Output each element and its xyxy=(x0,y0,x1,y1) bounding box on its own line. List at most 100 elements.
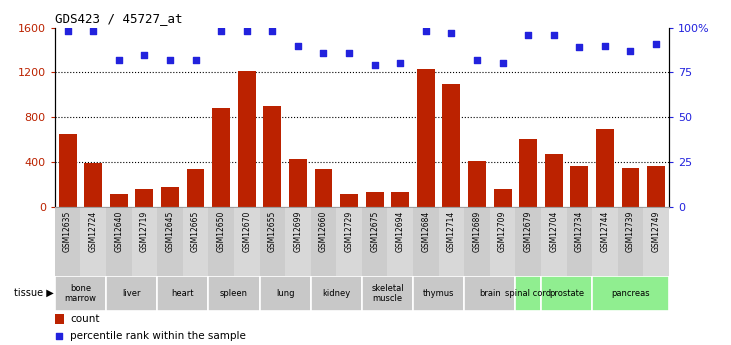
Bar xyxy=(413,276,464,310)
Text: prostate: prostate xyxy=(549,289,584,298)
Point xyxy=(394,61,406,66)
Text: lung: lung xyxy=(276,289,295,298)
Point xyxy=(240,28,252,34)
Text: thymus: thymus xyxy=(423,289,455,298)
Text: GSM12744: GSM12744 xyxy=(600,210,610,252)
Bar xyxy=(238,71,256,207)
Bar xyxy=(80,207,106,276)
Point xyxy=(573,45,585,50)
Bar xyxy=(110,194,128,207)
Bar xyxy=(647,166,665,207)
Bar xyxy=(289,159,307,207)
Text: pancreas: pancreas xyxy=(611,289,650,298)
Bar xyxy=(413,207,439,276)
Bar xyxy=(493,189,512,207)
Text: skeletal
muscle: skeletal muscle xyxy=(371,284,404,303)
Bar xyxy=(541,207,567,276)
Bar xyxy=(621,168,640,207)
Point xyxy=(471,57,482,63)
Point xyxy=(420,28,431,34)
Bar xyxy=(596,128,614,207)
Bar xyxy=(391,193,409,207)
Bar xyxy=(212,108,230,207)
Text: GSM12724: GSM12724 xyxy=(88,210,98,252)
Point xyxy=(113,57,124,63)
Bar xyxy=(132,207,157,276)
Text: GSM12650: GSM12650 xyxy=(216,210,226,252)
Bar xyxy=(55,314,64,324)
Text: GSM12699: GSM12699 xyxy=(293,210,303,252)
Bar xyxy=(285,207,311,276)
Bar xyxy=(387,207,413,276)
Text: GSM12719: GSM12719 xyxy=(140,210,149,252)
Bar xyxy=(439,207,464,276)
Text: GSM12739: GSM12739 xyxy=(626,210,635,252)
Bar xyxy=(362,276,413,310)
Text: GSM12734: GSM12734 xyxy=(575,210,584,252)
Bar xyxy=(84,163,102,207)
Bar xyxy=(260,207,285,276)
Point xyxy=(138,52,150,57)
Bar xyxy=(260,276,311,310)
Bar xyxy=(106,207,132,276)
Text: GSM12749: GSM12749 xyxy=(651,210,661,252)
Bar xyxy=(186,169,205,207)
Text: GSM12714: GSM12714 xyxy=(447,210,456,252)
Bar xyxy=(570,166,588,207)
Point xyxy=(445,30,457,36)
Bar xyxy=(311,207,336,276)
Bar xyxy=(567,207,592,276)
Bar xyxy=(464,276,515,310)
Bar xyxy=(234,207,260,276)
Bar xyxy=(519,139,537,207)
Text: GSM12694: GSM12694 xyxy=(395,210,405,252)
Text: tissue ▶: tissue ▶ xyxy=(14,288,54,298)
Text: GSM12729: GSM12729 xyxy=(344,210,354,252)
Text: GSM12675: GSM12675 xyxy=(370,210,379,252)
Point xyxy=(548,32,559,38)
Bar xyxy=(183,207,208,276)
Bar xyxy=(464,207,490,276)
Bar xyxy=(643,207,669,276)
Bar xyxy=(55,276,106,310)
Bar xyxy=(336,207,362,276)
Bar xyxy=(442,83,461,207)
Text: GSM12709: GSM12709 xyxy=(498,210,507,252)
Point xyxy=(522,32,534,38)
Point xyxy=(189,57,201,63)
Bar xyxy=(157,207,183,276)
Text: GSM12670: GSM12670 xyxy=(242,210,251,252)
Point xyxy=(61,28,73,34)
Text: spleen: spleen xyxy=(220,289,248,298)
Bar xyxy=(311,276,362,310)
Text: bone
marrow: bone marrow xyxy=(64,284,96,303)
Text: GSM12689: GSM12689 xyxy=(472,210,482,252)
Bar xyxy=(157,276,208,310)
Text: GSM12660: GSM12660 xyxy=(319,210,328,252)
Text: GSM12640: GSM12640 xyxy=(114,210,124,252)
Text: GSM12665: GSM12665 xyxy=(191,210,200,252)
Text: GSM12704: GSM12704 xyxy=(549,210,558,252)
Text: percentile rank within the sample: percentile rank within the sample xyxy=(70,331,246,341)
Bar xyxy=(490,207,515,276)
Text: kidney: kidney xyxy=(322,289,350,298)
Text: GSM12645: GSM12645 xyxy=(165,210,175,252)
Bar xyxy=(340,194,358,207)
Bar xyxy=(468,161,486,207)
Text: GDS423 / 45727_at: GDS423 / 45727_at xyxy=(55,12,182,25)
Bar xyxy=(545,154,563,207)
Bar xyxy=(592,207,618,276)
Point xyxy=(368,62,380,68)
Bar xyxy=(106,276,157,310)
Bar xyxy=(366,193,384,207)
Bar xyxy=(55,207,80,276)
Point xyxy=(496,61,508,66)
Point xyxy=(624,48,636,54)
Point xyxy=(164,57,175,63)
Bar xyxy=(314,169,333,207)
Bar xyxy=(417,69,435,207)
Bar xyxy=(161,187,179,207)
Bar xyxy=(618,207,643,276)
Text: heart: heart xyxy=(172,289,194,298)
Text: GSM12635: GSM12635 xyxy=(63,210,72,252)
